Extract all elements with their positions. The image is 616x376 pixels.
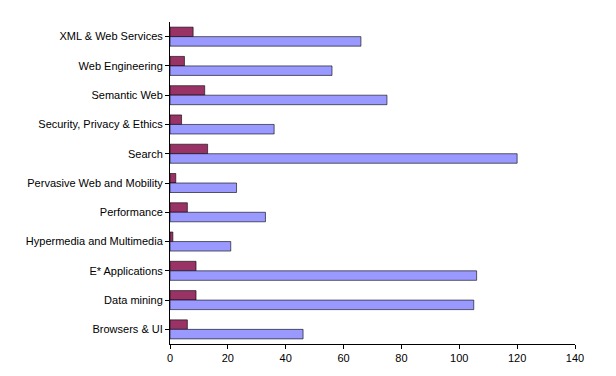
svg-text:20: 20 bbox=[222, 352, 234, 364]
svg-text:Pervasive Web and Mobility: Pervasive Web and Mobility bbox=[27, 177, 163, 189]
svg-text:Hypermedia and Multimedia: Hypermedia and Multimedia bbox=[26, 235, 164, 247]
svg-text:Semantic Web: Semantic Web bbox=[91, 89, 162, 101]
svg-text:Search: Search bbox=[128, 148, 163, 160]
svg-text:Web Engineering: Web Engineering bbox=[79, 60, 163, 72]
svg-text:100: 100 bbox=[450, 352, 468, 364]
svg-text:40: 40 bbox=[280, 352, 292, 364]
svg-text:XML & Web Services: XML & Web Services bbox=[59, 30, 163, 42]
svg-text:Data mining: Data mining bbox=[104, 294, 163, 306]
svg-text:140: 140 bbox=[566, 352, 584, 364]
svg-text:0: 0 bbox=[167, 352, 173, 364]
svg-text:Security, Privacy & Ethics: Security, Privacy & Ethics bbox=[38, 118, 163, 130]
svg-text:60: 60 bbox=[337, 352, 349, 364]
svg-text:80: 80 bbox=[395, 352, 407, 364]
svg-text:E* Applications: E* Applications bbox=[89, 265, 163, 277]
svg-text:120: 120 bbox=[508, 352, 526, 364]
svg-text:Browsers & UI: Browsers & UI bbox=[93, 323, 163, 335]
svg-text:Performance: Performance bbox=[100, 206, 163, 218]
